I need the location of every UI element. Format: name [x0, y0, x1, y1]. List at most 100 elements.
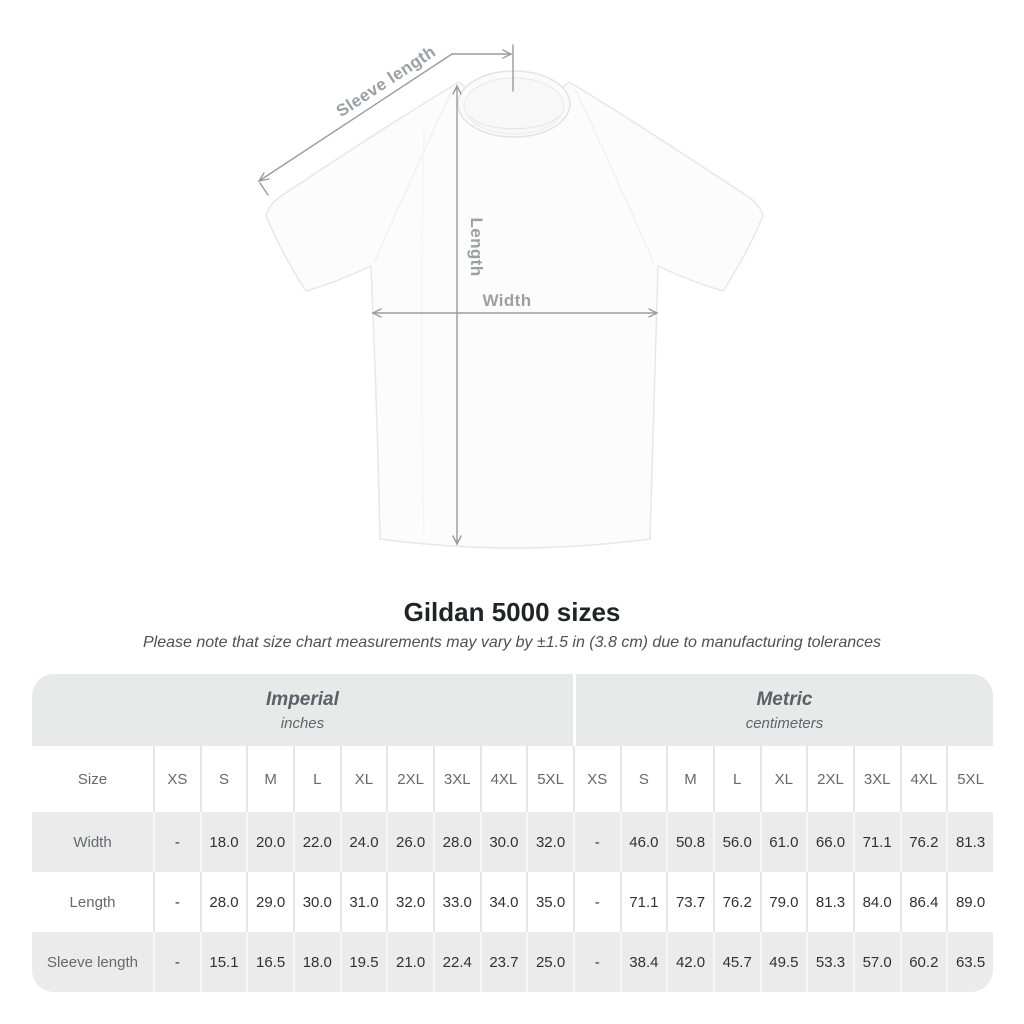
value-cell: - [153, 872, 200, 932]
value-cell: - [153, 932, 200, 992]
value-cell: 76.2 [712, 872, 760, 932]
table-row: Width -18.0 20.0 22.0 24.0 26.0 28.0 30.0 32.0-4… [32, 812, 993, 872]
size-cell: 3XL [852, 746, 900, 812]
value-cell: 81.3 [946, 812, 993, 872]
value-cell: 73.7 [666, 872, 713, 932]
value-cell: 28.0 [432, 812, 480, 872]
value-cell: - [572, 932, 620, 992]
unit-group-label: Imperial [266, 688, 339, 710]
value-cell: 21.0 [386, 932, 433, 992]
unit-group-sublabel: centimeters [745, 714, 824, 732]
size-cell: S [199, 746, 247, 812]
page-title: Gildan 5000 sizes [403, 597, 621, 627]
row-label: Length [32, 872, 153, 932]
value-cell: 30.0 [479, 812, 527, 872]
size-cell: S [619, 746, 667, 812]
value-cell: 16.5 [246, 932, 293, 992]
table-body: Width -18.0 20.0 22.0 24.0 26.0 28.0 30.0 32.0-4… [32, 812, 993, 992]
fabric-crease [421, 129, 425, 535]
value-cell: 33.0 [432, 872, 480, 932]
value-cell: 22.0 [292, 812, 340, 872]
size-cell: 3XL [432, 746, 480, 812]
unit-band-row: Imperial inches Metric centimeters [32, 674, 993, 746]
value-cell: 71.1 [852, 812, 900, 872]
length-label: Length [467, 217, 486, 276]
right-sleeve-seam [575, 89, 655, 264]
value-cell: 15.1 [199, 932, 247, 992]
table-row: Length -28.0 29.0 30.0 31.0 32.0 33.0 34.0 35.0-… [32, 872, 993, 932]
value-cell: 56.0 [712, 812, 760, 872]
row-label: Width [32, 812, 153, 872]
tshirt-size-diagram: Sleeve length Length Width [257, 42, 764, 549]
value-cell: 31.0 [339, 872, 387, 932]
value-cell: 76.2 [899, 812, 947, 872]
size-cell: 2XL [806, 746, 853, 812]
value-cell: 63.5 [946, 932, 993, 992]
value-cell: 89.0 [946, 872, 993, 932]
value-cell: 25.0 [526, 932, 573, 992]
value-cell: 19.5 [339, 932, 387, 992]
value-cell: 71.1 [619, 872, 667, 932]
size-cell: 5XL [946, 746, 993, 812]
value-cell: 60.2 [899, 932, 947, 992]
value-cell: 34.0 [479, 872, 527, 932]
value-cell: 30.0 [292, 872, 340, 932]
value-cell: 84.0 [852, 872, 900, 932]
left-sleeve-seam [373, 89, 453, 264]
size-cell: 5XL [526, 746, 573, 812]
value-cell: 81.3 [806, 872, 853, 932]
width-label: Width [482, 291, 531, 310]
size-cell: XL [759, 746, 807, 812]
value-cell: 45.7 [712, 932, 760, 992]
size-cell: L [712, 746, 760, 812]
value-cell: 61.0 [759, 812, 807, 872]
unit-group-0: Imperial inches [32, 674, 573, 746]
unit-group-1: Metric centimeters [572, 674, 993, 746]
size-cell: 4XL [899, 746, 947, 812]
tolerance-note: Please note that size chart measurements… [142, 634, 882, 651]
value-cell: 26.0 [386, 812, 433, 872]
value-cell: 20.0 [246, 812, 293, 872]
size-cell: XL [339, 746, 387, 812]
value-cell: 79.0 [759, 872, 807, 932]
size-cell: M [666, 746, 713, 812]
value-cell: 86.4 [899, 872, 947, 932]
value-cell: 28.0 [199, 872, 247, 932]
value-cell: 66.0 [806, 812, 853, 872]
tshirt-outline [265, 81, 764, 549]
size-chart: Imperial inches Metric centimeters Size XS S M L… [32, 674, 993, 992]
value-cell: 29.0 [246, 872, 293, 932]
size-table: Imperial inches Metric centimeters Size XS S M L… [32, 674, 993, 992]
sleeve-length-arrow [257, 44, 514, 196]
value-cell: 49.5 [759, 932, 807, 992]
value-cell: 24.0 [339, 812, 387, 872]
size-header-row: Size XS S M L XL 2XL 3XL 4XL 5XL XS S M L XL 2XL 3XL 4XL 5… [32, 746, 993, 812]
value-cell: 18.0 [199, 812, 247, 872]
tshirt-illustration [265, 70, 764, 549]
value-cell: - [153, 812, 200, 872]
size-column-header: Size [32, 746, 153, 812]
value-cell: 18.0 [292, 932, 340, 992]
size-cell: XS [153, 746, 200, 812]
value-cell: 53.3 [806, 932, 853, 992]
size-cell: 2XL [386, 746, 433, 812]
value-cell: 57.0 [852, 932, 900, 992]
length-arrow [452, 84, 462, 546]
unit-group-sublabel: inches [280, 714, 325, 732]
value-cell: 46.0 [619, 812, 667, 872]
value-cell: 23.7 [479, 932, 527, 992]
size-cell: XS [572, 746, 620, 812]
value-cell: - [572, 872, 620, 932]
size-cell: 4XL [479, 746, 527, 812]
value-cell: 32.0 [526, 812, 573, 872]
value-cell: 50.8 [666, 812, 713, 872]
value-cell: 42.0 [666, 932, 713, 992]
row-label: Sleeve length [32, 932, 153, 992]
size-cell: M [246, 746, 293, 812]
width-arrow [371, 308, 659, 318]
value-cell: - [572, 812, 620, 872]
table-head: Imperial inches Metric centimeters Size XS S M L… [32, 674, 993, 812]
table-row: Sleeve length -15.1 16.5 18.0 19.5 21.0 22.4 23… [32, 932, 993, 992]
unit-group-label: Metric [756, 688, 813, 710]
value-cell: 38.4 [619, 932, 667, 992]
